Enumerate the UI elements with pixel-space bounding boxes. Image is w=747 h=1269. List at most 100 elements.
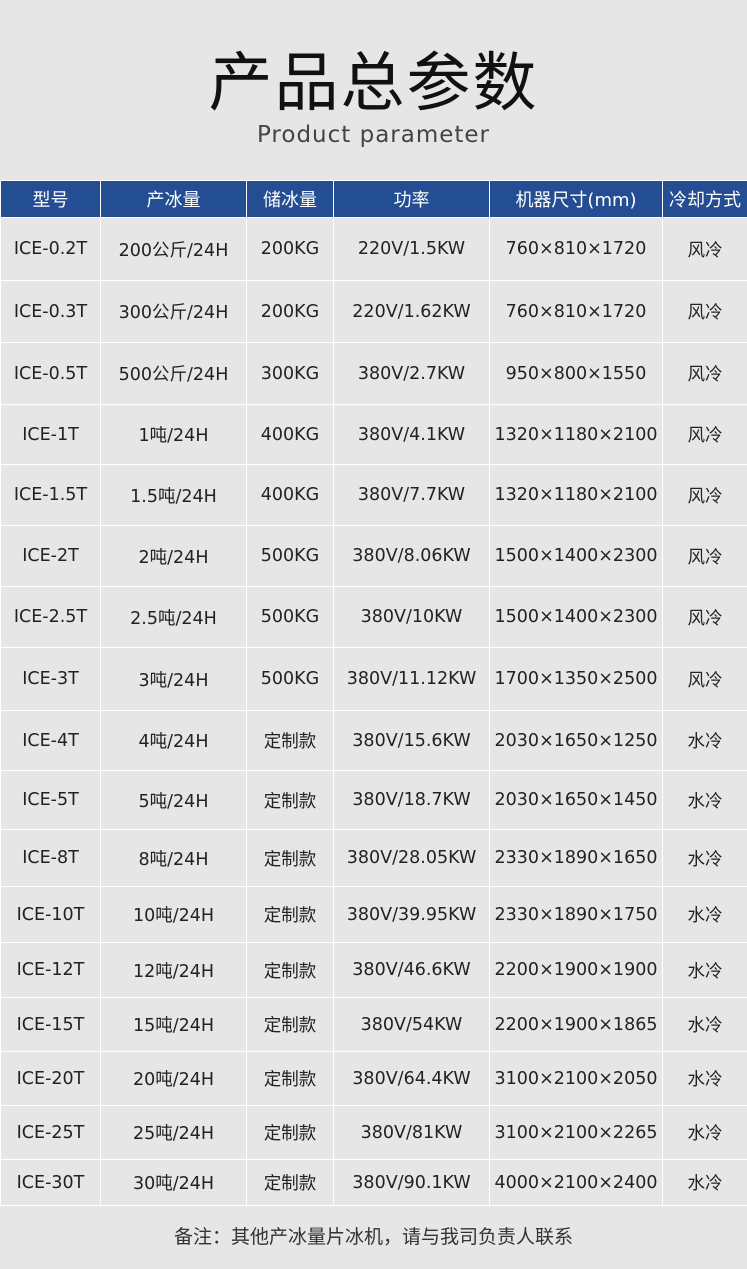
table-cell: 380V/11.12KW bbox=[333, 647, 490, 711]
table-cell: 380V/8.06KW bbox=[333, 525, 490, 587]
column-header: 型号 bbox=[0, 180, 101, 218]
page-subtitle: Product parameter bbox=[256, 122, 491, 148]
table-cell: 5吨/24H bbox=[100, 770, 247, 830]
table-cell: 25吨/24H bbox=[100, 1105, 247, 1160]
table-cell: 水冷 bbox=[662, 710, 747, 771]
table-cell: 2200×1900×1900 bbox=[489, 942, 663, 998]
table-cell: ICE-10T bbox=[0, 886, 101, 943]
table-cell: 2.5吨/24H bbox=[100, 586, 247, 648]
table-cell: ICE-4T bbox=[0, 710, 101, 771]
table-cell: 10吨/24H bbox=[100, 886, 247, 943]
table-cell: 风冷 bbox=[662, 342, 747, 405]
table-cell: 风冷 bbox=[662, 404, 747, 465]
table-row: ICE-2.5T 2.5吨/24H 500KG 380V/10KW 1500×1400×… bbox=[0, 586, 747, 648]
table-cell: 380V/10KW bbox=[333, 586, 490, 648]
page-title: 产品总参数 bbox=[208, 47, 539, 121]
table-cell: 300公斤/24H bbox=[100, 280, 247, 343]
table-row: ICE-3T 3吨/24H 500KG 380V/11.12KW 1700×1350×2… bbox=[0, 647, 747, 711]
table-cell: 760×810×1720 bbox=[489, 217, 663, 281]
table-cell: 风冷 bbox=[662, 586, 747, 648]
parameter-table: 型号 产冰量 储冰量 功率 机器尺寸(mm) 冷却方式 ICE-0.2T 200公斤/24H… bbox=[0, 180, 747, 1206]
table-row: ICE-10T 10吨/24H 定制款 380V/39.95KW 2330×1890×1… bbox=[0, 886, 747, 943]
table-cell: ICE-1T bbox=[0, 404, 101, 465]
table-cell: 400KG bbox=[246, 464, 334, 526]
table-row: ICE-20T 20吨/24H 定制款 380V/64.4KW 3100×2100×20… bbox=[0, 1051, 747, 1106]
table-row: ICE-15T 15吨/24H 定制款 380V/54KW 2200×1900×1865… bbox=[0, 997, 747, 1052]
table-cell: ICE-15T bbox=[0, 997, 101, 1052]
table-cell: 4000×2100×2400 bbox=[489, 1159, 663, 1206]
table-cell: 2330×1890×1650 bbox=[489, 829, 663, 887]
table-cell: 水冷 bbox=[662, 1159, 747, 1206]
table-cell: 1320×1180×2100 bbox=[489, 464, 663, 526]
table-row: ICE-1T 1吨/24H 400KG 380V/4.1KW 1320×1180×210… bbox=[0, 404, 747, 465]
table-cell: 20吨/24H bbox=[100, 1051, 247, 1106]
table-cell: ICE-12T bbox=[0, 942, 101, 998]
column-header: 机器尺寸(mm) bbox=[489, 180, 663, 218]
table-cell: 380V/90.1KW bbox=[333, 1159, 490, 1206]
table-cell: 380V/39.95KW bbox=[333, 886, 490, 943]
table-header-row: 型号 产冰量 储冰量 功率 机器尺寸(mm) 冷却方式 bbox=[0, 180, 747, 218]
table-row: ICE-25T 25吨/24H 定制款 380V/81KW 3100×2100×2265… bbox=[0, 1105, 747, 1160]
table-cell: 220V/1.5KW bbox=[333, 217, 490, 281]
table-cell: 200KG bbox=[246, 280, 334, 343]
table-row: ICE-5T 5吨/24H 定制款 380V/18.7KW 2030×1650×1450… bbox=[0, 770, 747, 830]
table-cell: 定制款 bbox=[246, 997, 334, 1052]
table-row: ICE-8T 8吨/24H 定制款 380V/28.05KW 2330×1890×165… bbox=[0, 829, 747, 887]
table-cell: 500KG bbox=[246, 586, 334, 648]
table-cell: 200KG bbox=[246, 217, 334, 281]
table-cell: 定制款 bbox=[246, 886, 334, 943]
table-row: ICE-4T 4吨/24H 定制款 380V/15.6KW 2030×1650×1250… bbox=[0, 710, 747, 771]
table-cell: 760×810×1720 bbox=[489, 280, 663, 343]
table-cell: 380V/64.4KW bbox=[333, 1051, 490, 1106]
table-cell: 200公斤/24H bbox=[100, 217, 247, 281]
table-cell: 380V/4.1KW bbox=[333, 404, 490, 465]
table-cell: 400KG bbox=[246, 404, 334, 465]
table-cell: 风冷 bbox=[662, 464, 747, 526]
column-header: 功率 bbox=[333, 180, 490, 218]
table-cell: 水冷 bbox=[662, 1105, 747, 1160]
table-cell: ICE-2T bbox=[0, 525, 101, 587]
table-cell: ICE-8T bbox=[0, 829, 101, 887]
table-cell: 水冷 bbox=[662, 997, 747, 1052]
table-cell: 1吨/24H bbox=[100, 404, 247, 465]
table-row: ICE-1.5T 1.5吨/24H 400KG 380V/7.7KW 1320×1180… bbox=[0, 464, 747, 526]
table-cell: 380V/28.05KW bbox=[333, 829, 490, 887]
table-cell: 水冷 bbox=[662, 942, 747, 998]
table-cell: 水冷 bbox=[662, 1051, 747, 1106]
table-cell: 定制款 bbox=[246, 1159, 334, 1206]
table-cell: 8吨/24H bbox=[100, 829, 247, 887]
table-cell: 定制款 bbox=[246, 1105, 334, 1160]
table-cell: ICE-3T bbox=[0, 647, 101, 711]
table-cell: 3100×2100×2265 bbox=[489, 1105, 663, 1160]
table-cell: 950×800×1550 bbox=[489, 342, 663, 405]
table-cell: 风冷 bbox=[662, 280, 747, 343]
table-cell: 风冷 bbox=[662, 217, 747, 281]
table-cell: 4吨/24H bbox=[100, 710, 247, 771]
table-cell: 380V/18.7KW bbox=[333, 770, 490, 830]
table-cell: 12吨/24H bbox=[100, 942, 247, 998]
table-cell: 2330×1890×1750 bbox=[489, 886, 663, 943]
table-cell: 15吨/24H bbox=[100, 997, 247, 1052]
table-cell: 380V/81KW bbox=[333, 1105, 490, 1160]
table-cell: ICE-0.3T bbox=[0, 280, 101, 343]
table-cell: ICE-0.5T bbox=[0, 342, 101, 405]
table-row: ICE-2T 2吨/24H 500KG 380V/8.06KW 1500×1400×23… bbox=[0, 525, 747, 587]
table-cell: 380V/54KW bbox=[333, 997, 490, 1052]
table-cell: 定制款 bbox=[246, 770, 334, 830]
table-cell: 1.5吨/24H bbox=[100, 464, 247, 526]
table-cell: 2030×1650×1450 bbox=[489, 770, 663, 830]
table-cell: 1500×1400×2300 bbox=[489, 525, 663, 587]
column-header: 产冰量 bbox=[100, 180, 247, 218]
table-cell: 500KG bbox=[246, 525, 334, 587]
table-cell: 1320×1180×2100 bbox=[489, 404, 663, 465]
table-cell: 380V/7.7KW bbox=[333, 464, 490, 526]
table-cell: ICE-30T bbox=[0, 1159, 101, 1206]
table-cell: 380V/46.6KW bbox=[333, 942, 490, 998]
table-cell: 水冷 bbox=[662, 829, 747, 887]
table-cell: 220V/1.62KW bbox=[333, 280, 490, 343]
table-cell: ICE-1.5T bbox=[0, 464, 101, 526]
table-cell: ICE-20T bbox=[0, 1051, 101, 1106]
table-cell: 380V/15.6KW bbox=[333, 710, 490, 771]
table-cell: 2200×1900×1865 bbox=[489, 997, 663, 1052]
